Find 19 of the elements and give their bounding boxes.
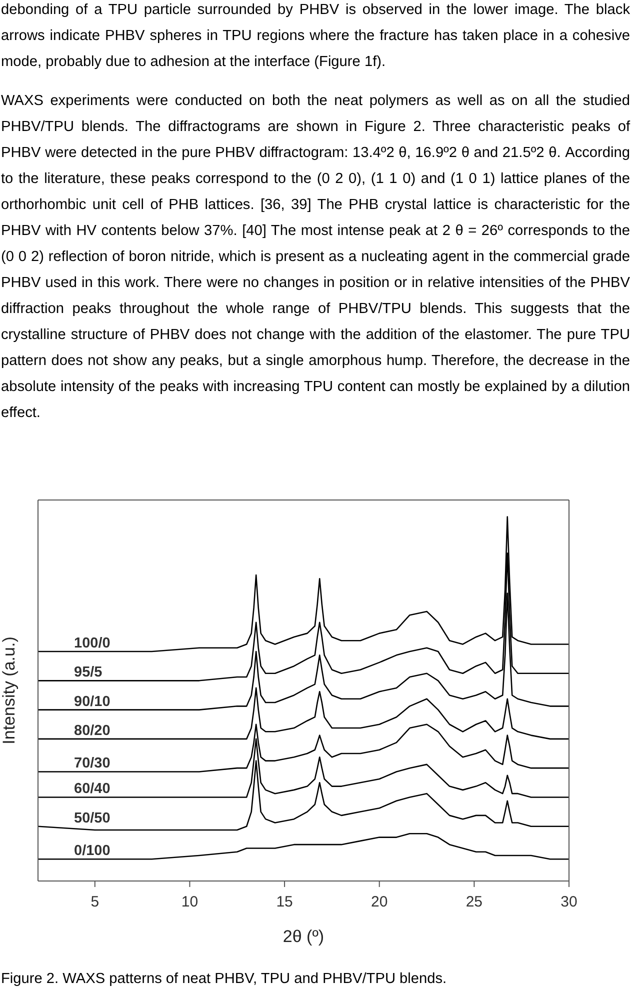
- text: WAXS experiments were conducted on both the neat polymers as well as on all the studied PHBV/TPU blends. The diffractograms are shown in Figure 2. Three characteristic peaks of PHBV were detected in the pure PHBV diffractogram: 13.4º2 θ, 16.9º2 θ and 21.5º2 θ. According to the literature, these peaks correspond to the (0 2 0), (1 1 0) and (1 0 1) lattice planes of the orthorhombic unit cell of PHB lattices. [36, 39] The PHB crystal lattice is characteristic for the PHBV with HV contents below 37%. [40] The most intense peak at 2 θ = 26º corresponds to the (0 0 2) reflection of boron nitride, which is present as a nucleating agent in the commercial grade PHBV used in this work. There were no changes in position or in relative intensities of the PHBV diffraction peaks throughout the whole range of PHBV/TPU blends. This suggests that the crystalline structure of PHBV does not change with the addition of the elastomer. The pure TPU pattern does not show any peaks, but a single amorphous hump. Therefore, the decrease in the absolute intensity of the peaks with increasing TPU content can mostly be explained by a dilution effect.: [1, 93, 630, 421]
- series-label: 50/50: [74, 810, 110, 826]
- x-tick-label: 20: [371, 894, 388, 911]
- series-label: 80/20: [74, 722, 110, 739]
- x-tick-label: 10: [181, 894, 198, 911]
- x-tick-label: 25: [466, 894, 483, 911]
- text: debonding of a TPU particle surrounded by PHBV is observed in the lower image. The black arrows indicate PHBV spheres in TPU regions where the fracture has taken place in a cohesive mode, probably due to adhesion at the interface (Figure 1f).: [1, 1, 630, 72]
- series-label: 90/10: [74, 694, 110, 710]
- caption: Figure 2. WAXS patterns of neat PHBV, TPU and PHBV/TPU blends.: [1, 970, 447, 989]
- series-label: 60/40: [74, 781, 110, 798]
- y-axis-title: Intensity (a.u.): [0, 636, 18, 744]
- x-axis-title: 2θ (º): [282, 927, 324, 946]
- series-label: 100/0: [74, 636, 110, 652]
- x-tick-label: 15: [276, 894, 293, 911]
- x-tick-label: 30: [560, 894, 578, 911]
- series-label: 95/5: [74, 664, 102, 681]
- x-tick-label: 5: [90, 894, 100, 911]
- series-label: 0/100: [74, 843, 110, 860]
- series-label: 70/30: [74, 756, 110, 772]
